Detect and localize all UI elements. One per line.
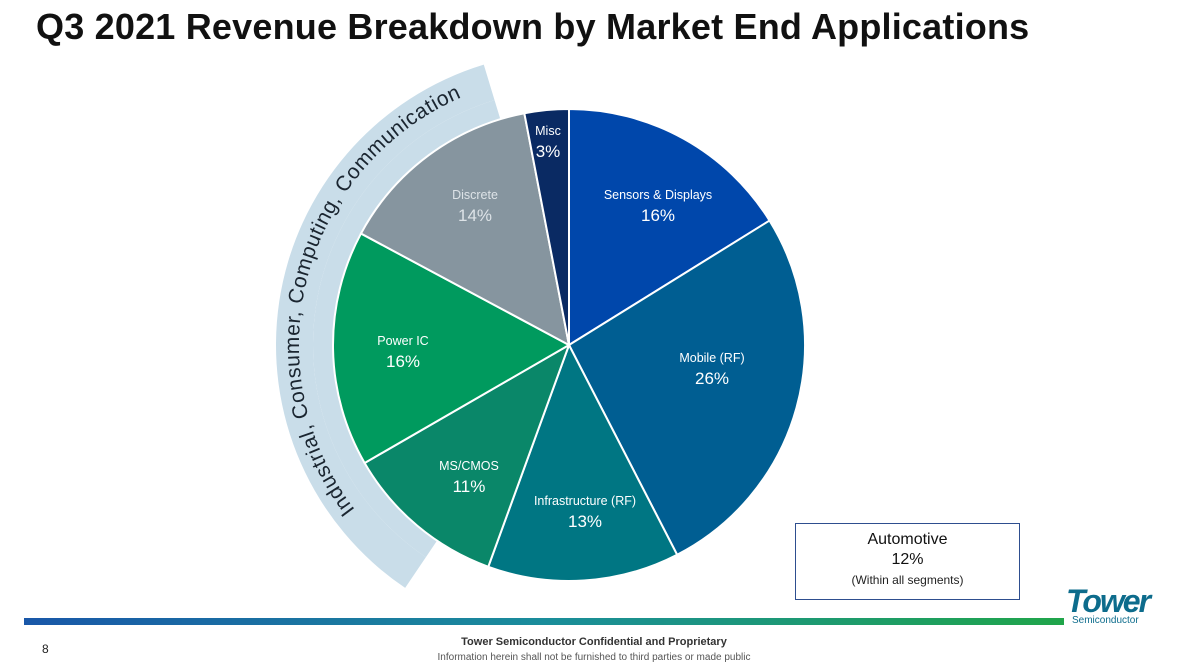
slice-label: Discrete xyxy=(452,188,498,202)
footer-gradient-bar xyxy=(24,618,1064,625)
pie-slice-mobile-rf xyxy=(567,219,806,557)
slice-label: Mobile (RF) xyxy=(679,351,744,365)
slice-label: Power IC xyxy=(377,334,428,348)
pie-slice-ms-cmos xyxy=(363,342,571,569)
footer-confidential: Tower Semiconductor Confidential and Pro… xyxy=(461,636,727,648)
company-logo: Tower Semiconductor xyxy=(1066,584,1162,628)
segment-highlight-band xyxy=(276,64,495,588)
slice-label: MS/CMOS xyxy=(439,459,499,473)
slice-value: 26% xyxy=(695,369,729,388)
footer-disclaimer: Information herein shall not be furnishe… xyxy=(437,652,751,663)
page-number: 8 xyxy=(42,642,49,656)
logo-wordmark: Tower xyxy=(1066,583,1151,619)
slice-value: 16% xyxy=(386,352,420,371)
automotive-label: Automotive xyxy=(867,531,948,548)
automotive-callout: Automotive 12% (Within all segments) xyxy=(795,523,1020,600)
automotive-percentage: 12% xyxy=(891,551,924,568)
automotive-note: (Within all segments) xyxy=(851,573,964,587)
slice-label: Sensors & Displays xyxy=(604,188,712,202)
slice-label: Infrastructure (RF) xyxy=(534,494,636,508)
slice-value: 13% xyxy=(568,512,602,531)
slice-value: 14% xyxy=(458,206,492,225)
slice-value: 11% xyxy=(453,477,486,496)
slice-value: 3% xyxy=(536,142,561,161)
slice-value: 16% xyxy=(641,206,675,225)
pie-slice-power-ic xyxy=(332,232,572,465)
pie-slice-misc xyxy=(523,107,570,346)
slice-label: Misc xyxy=(535,124,561,138)
pie-slice-sensors-displays xyxy=(568,107,771,347)
pie-slice-discrete xyxy=(359,112,571,347)
pie-slice-infrastructure-rf xyxy=(487,342,679,582)
logo-subtitle: Semiconductor xyxy=(1072,615,1139,626)
slide-title: Q3 2021 Revenue Breakdown by Market End … xyxy=(36,6,1030,47)
